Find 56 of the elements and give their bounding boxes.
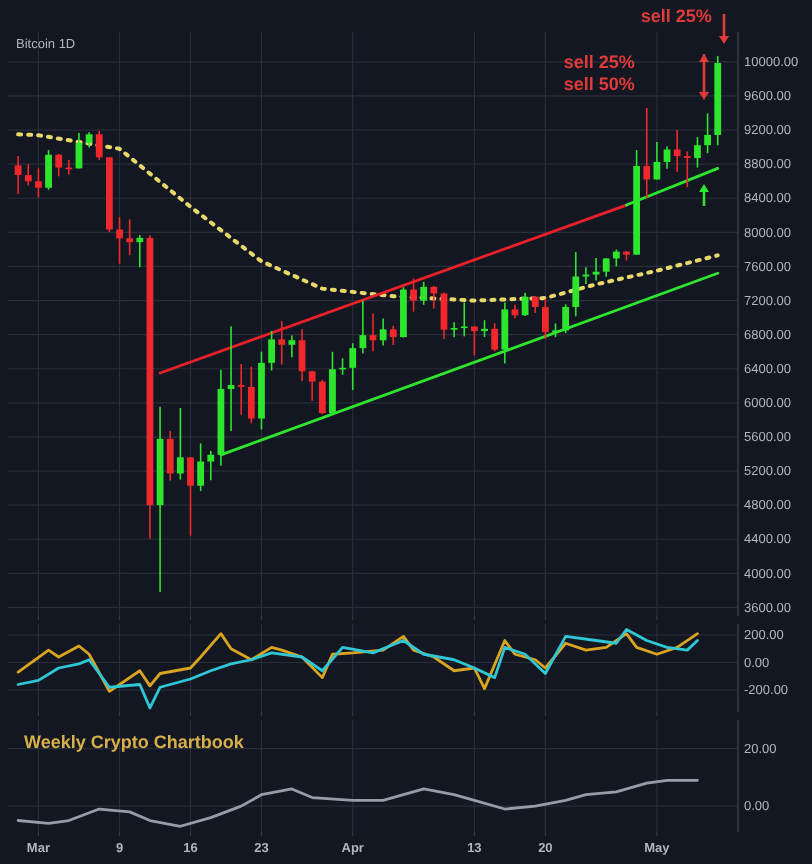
candlestick: [329, 350, 336, 416]
annotation: sell 25%: [563, 51, 635, 72]
candlestick: [55, 153, 63, 178]
candlestick: [45, 149, 52, 191]
candlestick: [349, 342, 357, 391]
candlestick: [166, 430, 174, 482]
candlestick: [683, 150, 691, 188]
candlestick: [440, 291, 448, 340]
annotation: sell 25%: [640, 6, 712, 27]
candlestick: [572, 251, 580, 318]
candlestick: [653, 141, 661, 181]
candlestick: [237, 363, 245, 416]
candlestick: [278, 320, 286, 366]
candlestick: [24, 163, 32, 187]
candlestick: [592, 257, 600, 282]
candlestick: [136, 234, 144, 269]
candlestick: [176, 407, 184, 481]
candlestick: [470, 325, 478, 357]
candlestick: [35, 167, 42, 199]
candlestick: [126, 218, 134, 256]
candlestick: [420, 281, 428, 306]
candlestick: [460, 301, 468, 338]
candlestick: [379, 317, 387, 347]
candlestick: [643, 107, 651, 200]
candlestick: [288, 334, 296, 359]
candlestick: [95, 130, 103, 161]
annotation: sell 50%: [563, 74, 635, 95]
candlestick: [704, 112, 711, 155]
candlestick: [541, 298, 549, 340]
line-series: [16, 628, 699, 710]
line-series: [16, 632, 699, 693]
candlestick: [207, 450, 215, 482]
candlestick: [197, 442, 205, 492]
candlestick: [14, 155, 22, 195]
candlestick: [450, 321, 458, 339]
candlestick: [359, 299, 367, 355]
candlestick: [389, 324, 397, 346]
candlestick: [400, 286, 407, 339]
candlestick: [562, 303, 570, 334]
candlestick: [116, 216, 123, 265]
line-series: [16, 778, 699, 828]
candlestick: [268, 330, 276, 372]
candlestick: [410, 277, 417, 313]
candlestick: [694, 136, 701, 169]
candlestick: [318, 379, 326, 415]
candlestick: [187, 456, 194, 537]
candlestick: [673, 129, 681, 173]
candlestick: [582, 266, 590, 285]
candlestick: [501, 301, 509, 365]
candlestick: [491, 322, 499, 353]
candlestick: [247, 365, 255, 425]
annotation: Weekly Crypto Chartbook: [24, 732, 246, 752]
candlestick: [308, 369, 316, 402]
line-series: [16, 132, 720, 303]
candlestick: [430, 285, 438, 310]
candlestick: [663, 145, 671, 170]
